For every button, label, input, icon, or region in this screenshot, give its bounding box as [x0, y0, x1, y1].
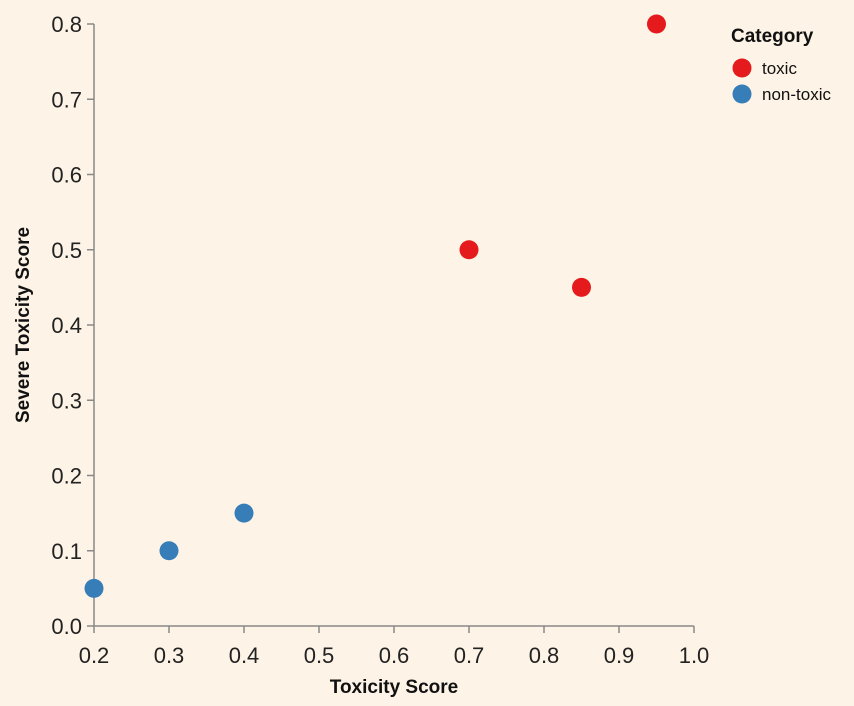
- y-tick-label: 0.7: [51, 87, 82, 112]
- x-tick-label: 0.7: [454, 643, 485, 668]
- x-tick-label: 0.4: [229, 643, 260, 668]
- legend: Category toxic non-toxic: [731, 26, 831, 104]
- x-axis: 0.2 0.3 0.4 0.5 0.6 0.7 0.8 0.9 1.0: [79, 625, 710, 668]
- legend-swatch-toxic: [732, 58, 752, 78]
- legend-label: non-toxic: [762, 85, 831, 104]
- x-tick-label: 0.2: [79, 643, 110, 668]
- x-tick-label: 0.8: [529, 643, 560, 668]
- y-tick-label: 0.8: [51, 12, 82, 37]
- data-point-non-toxic: [159, 541, 179, 561]
- y-tick-label: 0.5: [51, 238, 82, 263]
- x-tick-label: 0.3: [154, 643, 185, 668]
- y-tick-label: 0.3: [51, 388, 82, 413]
- legend-swatch-non-toxic: [732, 84, 752, 104]
- legend-label: toxic: [762, 59, 797, 78]
- data-point-toxic: [572, 277, 591, 297]
- data-point-non-toxic: [234, 503, 254, 523]
- x-tick-label: 0.6: [379, 643, 410, 668]
- data-points: [84, 14, 666, 598]
- y-axis-title: Severe Toxicity Score: [13, 227, 34, 423]
- legend-title: Category: [731, 26, 814, 47]
- x-tick-label: 1.0: [679, 643, 710, 668]
- x-axis-title: Toxicity Score: [330, 677, 458, 698]
- x-tick-label: 0.9: [604, 643, 635, 668]
- y-tick-label: 0.0: [51, 614, 82, 639]
- x-tick-label: 0.5: [304, 643, 335, 668]
- y-tick-label: 0.2: [51, 464, 82, 489]
- data-point-toxic: [647, 14, 666, 34]
- y-axis: 0.0 0.1 0.2 0.3 0.4 0.5 0.6 0.7 0.8: [51, 12, 95, 639]
- data-point-toxic: [459, 240, 479, 260]
- y-tick-label: 0.6: [51, 163, 82, 188]
- y-tick-label: 0.4: [51, 313, 82, 338]
- y-tick-label: 0.1: [51, 539, 82, 564]
- data-point-non-toxic: [84, 578, 104, 598]
